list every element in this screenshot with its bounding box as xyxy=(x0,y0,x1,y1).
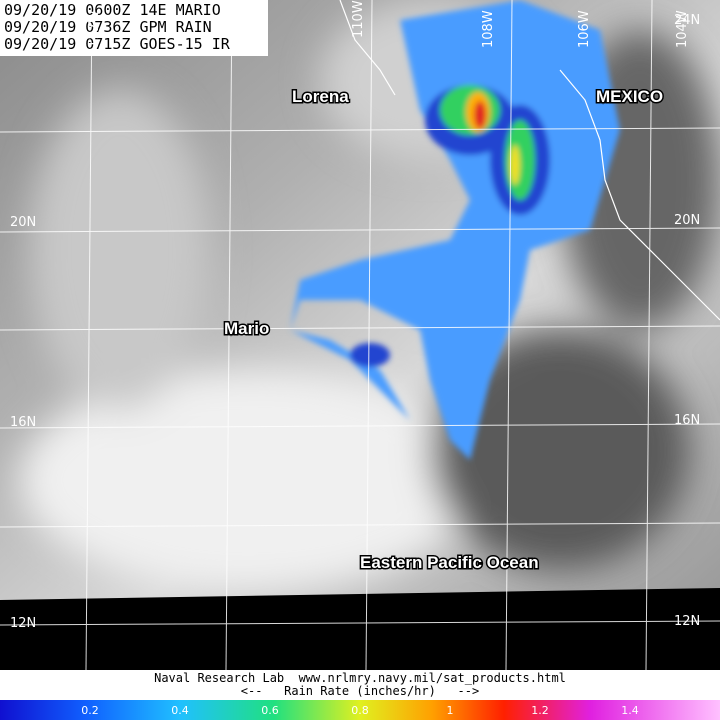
latitude-label: 20N xyxy=(674,213,700,228)
latitude-label: 12N xyxy=(10,616,36,631)
colorbar-tick-label: 1.4 xyxy=(621,704,639,717)
latitude-label: 12N xyxy=(674,614,700,629)
latitude-label: 16N xyxy=(674,413,700,428)
footer-box xyxy=(0,670,720,700)
rain-swath xyxy=(290,0,620,460)
place-label: Mario xyxy=(224,319,269,338)
colorbar xyxy=(0,700,720,720)
header-line: 09/20/19 0600Z 14E MARIO xyxy=(4,1,221,19)
colorbar-labels: 0.2 0.4 0.6 0.8 1 1.2 1.4 xyxy=(81,704,639,717)
longitude-label: 106W xyxy=(577,10,592,48)
colorbar-tick-label: 0.6 xyxy=(261,704,279,717)
place-label: Lorena xyxy=(292,87,349,106)
latitude-label: 24N xyxy=(674,13,700,28)
longitude-label: 108W xyxy=(481,10,496,48)
credit: Naval Research Lab www.nrlmry.navy.mil/s… xyxy=(154,671,566,685)
colorbar-tick-label: 0.8 xyxy=(351,704,369,717)
place-label: Eastern Pacific Ocean xyxy=(360,553,539,572)
header-box xyxy=(0,0,268,56)
latitude-label: 20N xyxy=(10,215,36,230)
header-line: 09/20/19 0736Z GPM RAIN xyxy=(4,18,212,36)
lat-lon-grid xyxy=(0,0,720,671)
header-line: 09/20/19 0715Z GOES-15 IR xyxy=(4,35,231,53)
colorbar-tick-label: 1 xyxy=(447,704,454,717)
no-data-area xyxy=(0,588,720,670)
scale-title: <-- Rain Rate (inches/hr) --> xyxy=(241,684,479,698)
colorbar-tick-label: 0.2 xyxy=(81,704,99,717)
latitude-label: 16N xyxy=(10,415,36,430)
colorbar-tick-label: 1.2 xyxy=(531,704,549,717)
colorbar-tick-label: 0.4 xyxy=(171,704,189,717)
longitude-label: 110W xyxy=(351,0,366,38)
longitude-label: 112W xyxy=(87,10,102,48)
coastline xyxy=(339,0,720,321)
longitude-label: 104W xyxy=(675,10,690,48)
place-label: MEXICO xyxy=(596,87,663,106)
